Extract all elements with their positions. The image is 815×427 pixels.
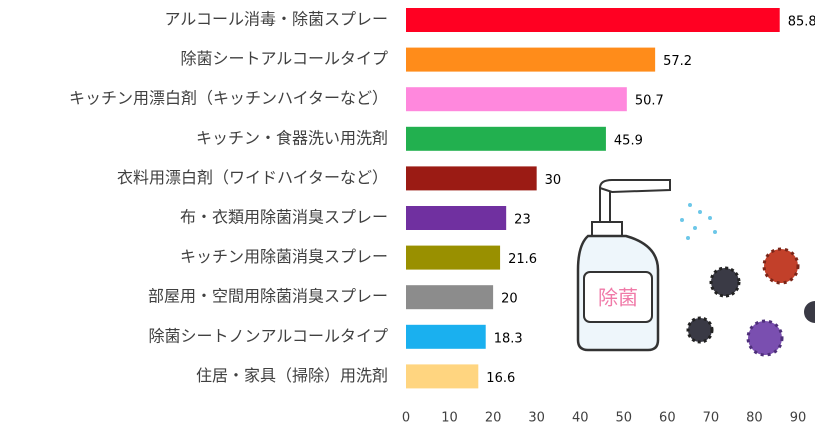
annotation: 除菌: [598, 286, 638, 310]
category-label: 除菌シートアルコールタイプ: [180, 49, 388, 68]
value-label: 18.3: [494, 331, 523, 346]
bar: [406, 8, 780, 32]
bar: [406, 206, 506, 230]
x-tick-label: 50: [616, 411, 633, 426]
value-label: 20: [501, 292, 518, 307]
x-tick-label: 70: [703, 411, 720, 426]
category-label: 布・衣類用除菌消臭スプレー: [180, 208, 388, 227]
value-label: 50.7: [635, 94, 664, 109]
value-label: 30: [545, 173, 562, 188]
value-label: 45.9: [614, 133, 643, 148]
x-tick-label: 0: [402, 411, 410, 426]
bar: [406, 246, 500, 270]
x-tick-label: 80: [746, 411, 763, 426]
bar: [406, 166, 537, 190]
value-label: 85.8: [788, 15, 815, 30]
category-label: アルコール消毒・除菌スプレー: [164, 10, 388, 29]
page: 除菌 0 10 20 30 40 50 60 70 80 90 アルコール消毒・除菌スプレー 85.8 除…: [0, 0, 815, 427]
value-label: 21.6: [508, 252, 537, 267]
bar: [406, 285, 493, 309]
category-label: 除菌シートノンアルコールタイプ: [148, 326, 388, 345]
category-label: 部屋用・空間用除菌消臭スプレー: [148, 287, 388, 306]
bar: [406, 364, 478, 388]
category-label: 住居・家具（掃除）用洗剤: [196, 366, 388, 385]
value-label: 57.2: [663, 54, 692, 69]
bar: [406, 127, 606, 151]
x-tick-label: 60: [659, 411, 676, 426]
category-label: 衣料用漂白剤（ワイドハイターなど）: [117, 168, 388, 187]
bar: [406, 48, 655, 72]
category-label: キッチン用漂白剤（キッチンハイターなど）: [69, 89, 388, 108]
bar: [406, 325, 486, 349]
chart: 除菌 0 10 20 30 40 50 60 70 80 90 アルコール消毒・除菌スプレー 85.8 除…: [0, 0, 815, 427]
x-tick-label: 40: [572, 411, 589, 426]
bar: [406, 87, 627, 111]
illustration: [578, 180, 815, 355]
value-label: 23: [514, 213, 531, 228]
category-label: キッチン用除菌消臭スプレー: [180, 247, 388, 266]
x-tick-label: 20: [485, 411, 502, 426]
category-label: キッチン・食器洗い用洗剤: [196, 128, 388, 147]
x-tick-label: 10: [441, 411, 458, 426]
value-label: 16.6: [486, 371, 515, 386]
x-tick-label: 30: [528, 411, 545, 426]
x-tick-label: 90: [790, 411, 807, 426]
